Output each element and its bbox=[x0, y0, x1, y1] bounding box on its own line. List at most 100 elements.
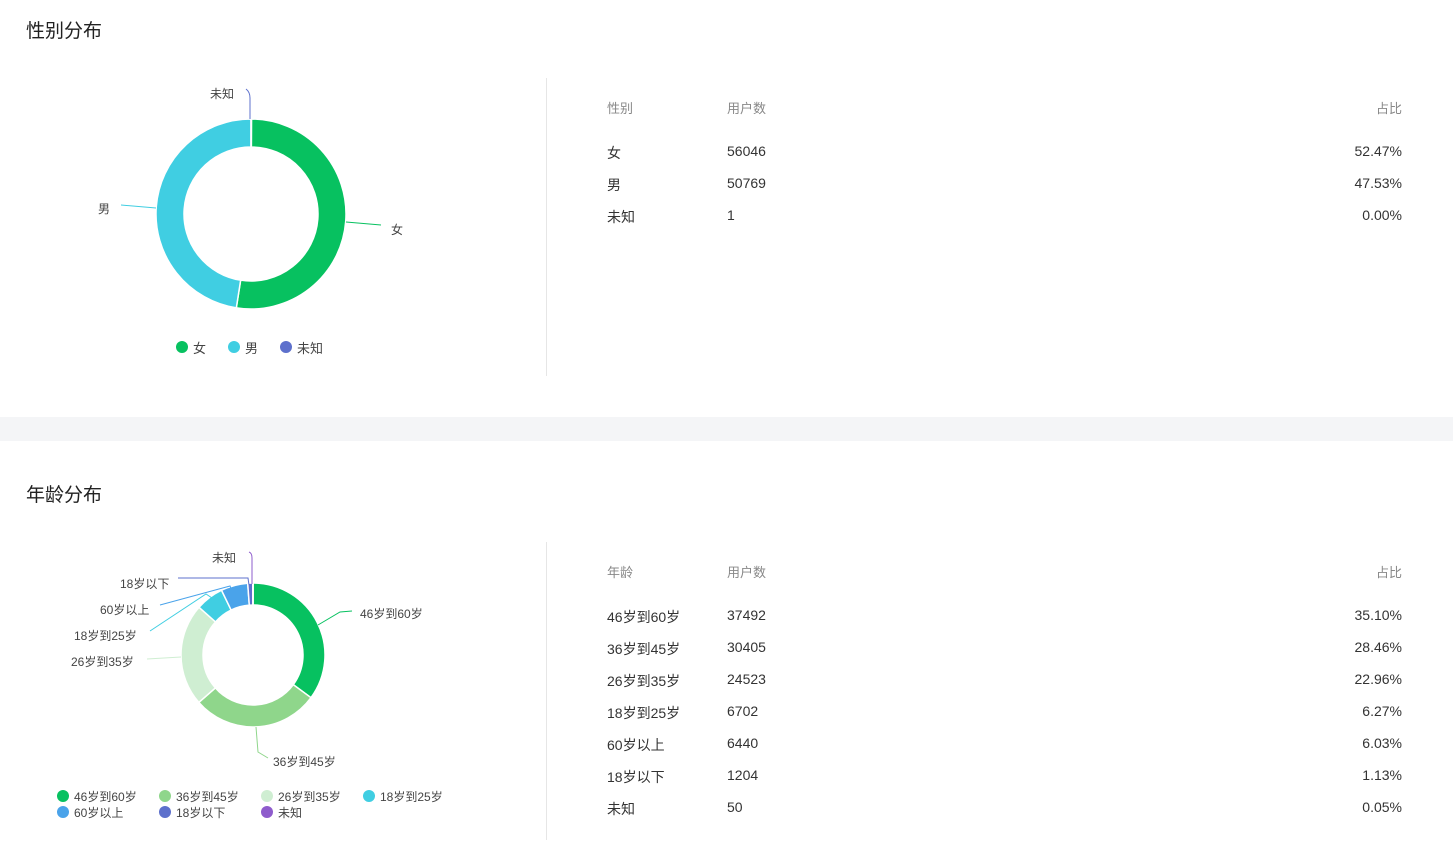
legend-dot bbox=[159, 806, 171, 818]
slice-label: 未知 bbox=[210, 87, 235, 101]
name-cell: 60岁以上 bbox=[607, 737, 665, 753]
leader-line bbox=[149, 593, 213, 632]
users-cell: 50769 bbox=[727, 175, 766, 191]
legend-item[interactable]: 60岁以上 bbox=[57, 804, 159, 820]
pct-cell: 22.96% bbox=[1354, 671, 1402, 687]
slice-label: 26岁到35岁 bbox=[71, 655, 134, 669]
table-row: 未知 1 0.00% bbox=[607, 207, 1402, 239]
gender-section-title: 性别分布 bbox=[26, 21, 103, 42]
leader-line bbox=[255, 726, 269, 759]
pct-cell: 6.27% bbox=[1362, 703, 1402, 719]
legend-dot bbox=[159, 790, 171, 802]
age-legend: 46岁到60岁 36岁到45岁 26岁到35岁 18岁到25岁 60岁以上 18岁以下 未知 bbox=[57, 788, 465, 820]
gender-legend: 女 男 未知 bbox=[176, 339, 345, 356]
legend-item[interactable]: 未知 bbox=[280, 339, 324, 356]
section-separator bbox=[0, 417, 1453, 441]
users-cell: 56046 bbox=[727, 143, 766, 159]
legend-item[interactable]: 未知 bbox=[261, 804, 363, 820]
users-cell: 30405 bbox=[727, 639, 766, 655]
legend-label: 46岁到60岁 bbox=[74, 789, 137, 804]
legend-label: 未知 bbox=[278, 805, 303, 820]
name-cell: 未知 bbox=[607, 209, 635, 225]
leader-line bbox=[120, 204, 157, 209]
header-cell: 年龄 bbox=[607, 565, 634, 580]
legend-dot bbox=[261, 806, 273, 818]
leader-line bbox=[248, 551, 253, 584]
donut-slice[interactable] bbox=[180, 606, 217, 704]
slice-label: 36岁到45岁 bbox=[273, 755, 336, 769]
slice-label: 女 bbox=[391, 223, 404, 237]
users-cell: 50 bbox=[727, 799, 743, 815]
legend-dot bbox=[57, 790, 69, 802]
pct-cell: 35.10% bbox=[1354, 607, 1402, 623]
donut-slice[interactable] bbox=[235, 118, 347, 310]
slice-label: 46岁到60岁 bbox=[360, 607, 423, 621]
leader-line bbox=[317, 610, 353, 626]
name-cell: 18岁到25岁 bbox=[607, 705, 681, 721]
slice-label: 未知 bbox=[212, 551, 237, 565]
legend-label: 26岁到35岁 bbox=[278, 789, 341, 804]
name-cell: 26岁到35岁 bbox=[607, 673, 681, 689]
pct-cell: 1.13% bbox=[1362, 767, 1402, 783]
leader-line bbox=[345, 221, 382, 226]
name-cell: 46岁到60岁 bbox=[607, 609, 681, 625]
legend-dot bbox=[363, 790, 375, 802]
pct-cell: 6.03% bbox=[1362, 735, 1402, 751]
table-row: 女 56046 52.47% bbox=[607, 143, 1402, 175]
legend-item[interactable]: 36岁到45岁 bbox=[159, 788, 261, 804]
header-cell: 占比 bbox=[1375, 565, 1402, 580]
donut-slice[interactable] bbox=[197, 683, 313, 728]
legend-label: 18岁到25岁 bbox=[380, 789, 443, 804]
users-cell: 6440 bbox=[727, 735, 759, 751]
legend-label: 女 bbox=[193, 340, 207, 356]
name-cell: 男 bbox=[607, 177, 621, 193]
gender-table: 性别 用户数 占比女 56046 52.47% 男 50769 47.53% 未知 1 0.00% bbox=[607, 98, 1402, 239]
name-cell: 女 bbox=[607, 145, 621, 161]
pct-cell: 0.05% bbox=[1362, 799, 1402, 815]
legend-dot bbox=[228, 341, 241, 353]
age-table: 年龄 用户数 占比 46岁到60岁 37492 35.10% 36岁到45岁 30405 28.… bbox=[607, 562, 1402, 831]
donut-charts bbox=[120, 88, 382, 759]
legend-label: 男 bbox=[245, 340, 259, 356]
legend-dot bbox=[57, 806, 69, 818]
leader-line bbox=[178, 577, 250, 586]
legend-item[interactable]: 46岁到60岁 bbox=[57, 788, 159, 804]
users-cell: 1204 bbox=[727, 767, 759, 783]
table-row: 60岁以上 6440 6.03% bbox=[607, 735, 1402, 767]
name-cell: 未知 bbox=[607, 801, 635, 817]
leader-line bbox=[159, 585, 233, 606]
divider bbox=[546, 542, 547, 840]
legend-item[interactable]: 18岁以下 bbox=[159, 804, 261, 820]
header-cell: 用户数 bbox=[727, 101, 767, 116]
legend-dot bbox=[280, 341, 293, 353]
table-row: 46岁到60岁 37492 35.10% bbox=[607, 607, 1402, 639]
header-cell: 性别 bbox=[607, 101, 634, 116]
table-row: 26岁到35岁 24523 22.96% bbox=[607, 671, 1402, 703]
table-row: 18岁到25岁 6702 6.27% bbox=[607, 703, 1402, 735]
donut-slice[interactable] bbox=[252, 582, 326, 699]
slice-label: 男 bbox=[98, 202, 111, 216]
leader-line bbox=[146, 656, 182, 660]
header-cell: 用户数 bbox=[727, 565, 767, 580]
name-cell: 18岁以下 bbox=[607, 769, 665, 785]
slice-label: 60岁以上 bbox=[100, 603, 150, 617]
users-cell: 1 bbox=[727, 207, 735, 223]
legend-label: 未知 bbox=[297, 340, 324, 356]
legend-label: 60岁以上 bbox=[74, 805, 124, 820]
donut-slice[interactable] bbox=[250, 118, 253, 148]
age-section-title: 年龄分布 bbox=[26, 485, 103, 506]
legend-item[interactable]: 18岁到25岁 bbox=[363, 788, 465, 804]
legend-item[interactable]: 男 bbox=[228, 339, 259, 356]
legend-item[interactable]: 女 bbox=[176, 339, 207, 356]
pct-cell: 47.53% bbox=[1354, 175, 1402, 191]
table-row: 男 50769 47.53% bbox=[607, 175, 1402, 207]
pct-cell: 0.00% bbox=[1362, 207, 1402, 223]
name-cell: 36岁到45岁 bbox=[607, 641, 681, 657]
legend-item[interactable]: 26岁到35岁 bbox=[261, 788, 363, 804]
slice-label: 18岁到25岁 bbox=[74, 629, 137, 643]
donut-slice[interactable] bbox=[155, 118, 252, 309]
table-header: 性别 用户数 占比 bbox=[607, 98, 1402, 143]
divider bbox=[546, 78, 547, 376]
table-row: 36岁到45岁 30405 28.46% bbox=[607, 639, 1402, 671]
pct-cell: 52.47% bbox=[1354, 143, 1402, 159]
